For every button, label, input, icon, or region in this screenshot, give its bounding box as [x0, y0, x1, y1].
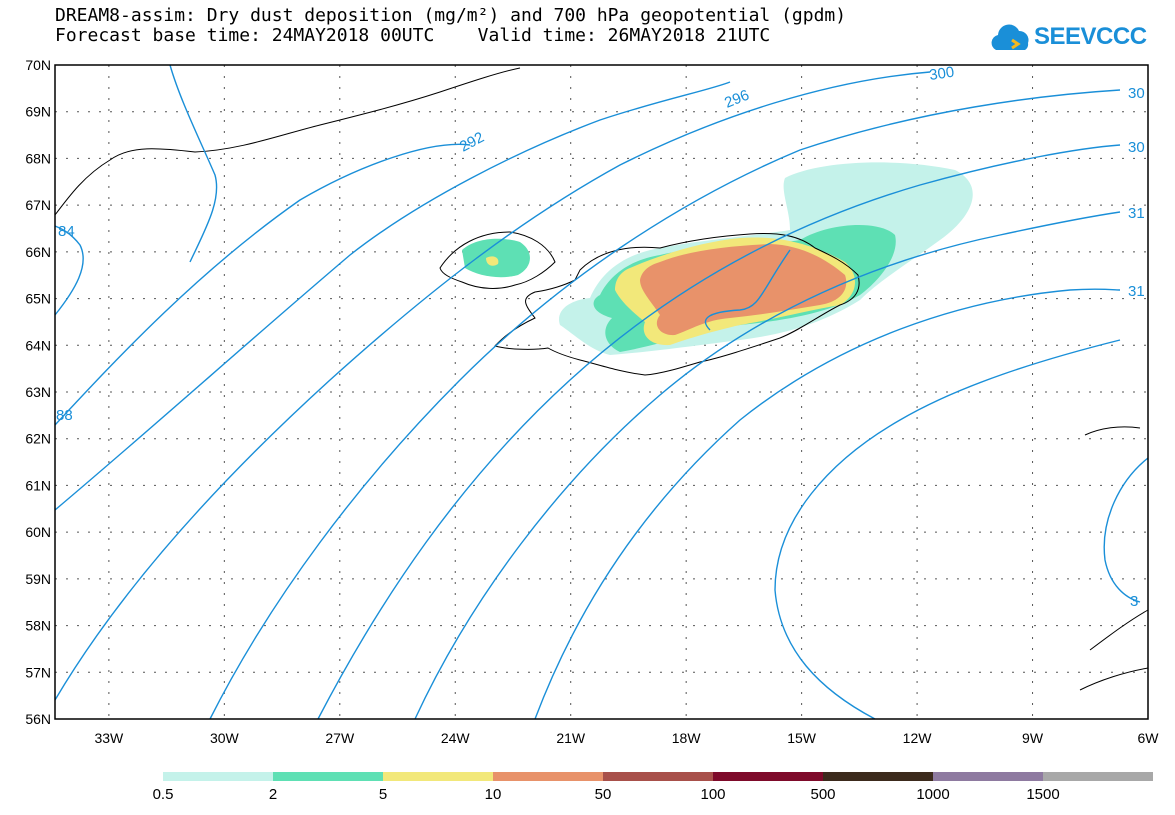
contour-line [317, 144, 1121, 720]
latitude-tick-label: 68N [25, 150, 51, 166]
legend-label: 5 [378, 786, 388, 803]
latitude-tick-label: 58N [25, 618, 51, 634]
contour-label: 3 [1130, 593, 1138, 610]
latitude-tick-label: 63N [25, 384, 51, 400]
map-plot-area [55, 65, 1148, 719]
contour-line [704, 249, 791, 331]
longitude-tick-label: 6W [1138, 730, 1160, 746]
legend-label: 1500 [1026, 786, 1060, 803]
longitude-tick-label: 24W [441, 730, 471, 746]
contour-line [534, 288, 1121, 720]
faroe-shetland-coastline [1079, 426, 1149, 691]
greenland-coastline [54, 67, 521, 216]
contour-line [54, 143, 471, 426]
contour-label: 31 [1128, 205, 1145, 222]
legend-swatch [273, 772, 383, 781]
longitude-tick-label: 33W [94, 730, 124, 746]
legend-swatch [933, 772, 1043, 781]
contour-label: 88 [56, 407, 73, 424]
map-subtitle: Forecast base time: 24MAY2018 00UTC Vali… [55, 25, 771, 46]
contour-line [54, 71, 931, 701]
longitude-tick-label: 9W [1022, 730, 1044, 746]
legend-label: 100 [700, 786, 726, 803]
seevccc-logo: SEEVCCC [990, 18, 1150, 58]
latitude-tick-label: 57N [25, 664, 51, 680]
westfjords-coastline [439, 231, 556, 289]
longitude-tick-label: 27W [325, 730, 355, 746]
contour-labels: 292 296 300 30 30 31 31 88 84 3 [56, 64, 1145, 610]
legend-label: 50 [594, 786, 612, 803]
legend-swatch [1043, 772, 1153, 781]
logo-text: SEEVCCC [1034, 23, 1147, 50]
contour-line [1103, 457, 1149, 603]
contour-label: 30 [1128, 85, 1145, 102]
contour-line [414, 211, 1121, 720]
map-title: DREAM8-assim: Dry dust deposition (mg/m²… [55, 5, 847, 26]
longitude-labels: 33W 30W 27W 24W 21W 18W 15W 12W 9W 6W [94, 730, 1159, 746]
contour-label: 31 [1128, 283, 1145, 300]
contour-label: 30 [1128, 139, 1145, 156]
latitude-tick-label: 66N [25, 244, 51, 260]
legend-swatch [493, 772, 603, 781]
longitude-tick-label: 12W [903, 730, 933, 746]
coastlines [54, 67, 1149, 691]
legend-swatch [713, 772, 823, 781]
latitude-tick-label: 70N [25, 57, 51, 73]
latitude-tick-label: 56N [25, 711, 51, 727]
contour-line [54, 81, 731, 511]
map-frame [54, 64, 1149, 720]
legend-swatch [823, 772, 933, 781]
legend-swatch [383, 772, 493, 781]
legend-label: 2 [268, 786, 278, 803]
contour-line [774, 339, 1121, 720]
legend-swatch [163, 772, 273, 781]
contour-label: 300 [928, 64, 955, 84]
latitude-tick-label: 61N [25, 477, 51, 493]
iceland-coastline [494, 233, 860, 376]
legend-label: 1000 [916, 786, 950, 803]
geopotential-contours [54, 64, 1149, 720]
cloud-icon [991, 24, 1029, 50]
latitude-tick-label: 62N [25, 431, 51, 447]
legend-label: 10 [484, 786, 502, 803]
longitude-tick-label: 30W [210, 730, 240, 746]
legend-swatch [603, 772, 713, 781]
latitude-tick-label: 64N [25, 337, 51, 353]
longitude-tick-label: 18W [672, 730, 702, 746]
contour-line [209, 89, 1121, 720]
latitude-tick-label: 59N [25, 571, 51, 587]
contour-label: 84 [58, 223, 75, 240]
latitude-tick-label: 69N [25, 104, 51, 120]
contour-line [169, 64, 218, 263]
latitude-tick-label: 65N [25, 291, 51, 307]
dust-plume-orange [640, 244, 847, 336]
contour-line [54, 225, 84, 316]
latitude-labels: 70N 69N 68N 67N 66N 65N 64N 63N 62N 61N 60N 59N 58N 5… [25, 57, 51, 727]
legend-label: 0.5 [152, 786, 174, 803]
dust-patch-west-yellow [486, 256, 499, 266]
latitude-tick-label: 60N [25, 524, 51, 540]
legend-label: 500 [810, 786, 836, 803]
longitude-tick-label: 15W [787, 730, 817, 746]
longitude-tick-label: 21W [556, 730, 586, 746]
latitude-tick-label: 67N [25, 197, 51, 213]
